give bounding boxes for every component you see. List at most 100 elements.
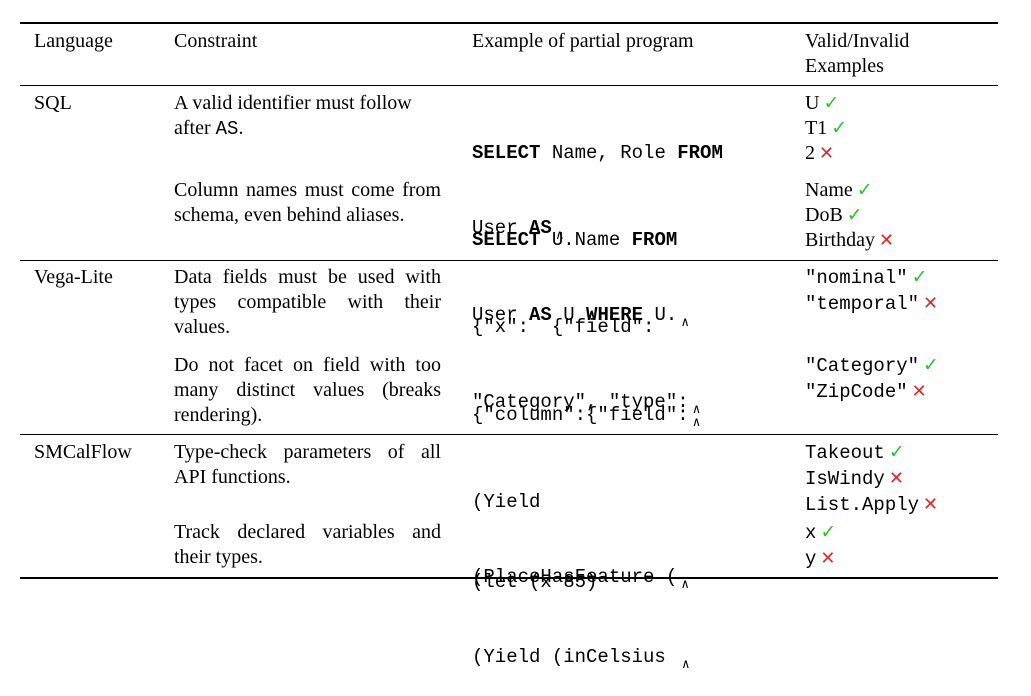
checkmark-icon: ✓: [846, 204, 863, 226]
header-rule: [20, 85, 998, 86]
code-token: Name, Role: [540, 142, 678, 164]
header-valid-line1: Valid/Invalid: [805, 30, 910, 52]
cursor-caret-icon: ∧: [692, 415, 701, 430]
checkmark-icon: ✓: [831, 117, 848, 139]
code-token: User: [472, 304, 530, 326]
example-item: "temporal" ✕: [805, 291, 938, 317]
example-text: DoB: [805, 204, 843, 226]
example-text: "Category": [805, 355, 920, 377]
example-text: Name: [805, 179, 853, 201]
program-line: (Yield: [472, 491, 541, 513]
example-item: y ✕: [805, 546, 836, 572]
code-token: U: [551, 304, 587, 326]
row-rule-vega: [20, 260, 998, 261]
row-rule-smcalflow: [20, 434, 998, 435]
program-line: {"column":{"field": ∧: [472, 403, 701, 430]
program-code: (Yield (PlaceHasFeature (∧: [472, 440, 689, 616]
code-keyword: SELECT: [472, 229, 541, 251]
inline-code: AS: [215, 118, 239, 140]
program-line: (Yield (inCelsius ∧: [472, 645, 690, 672]
program-code: {"column":{"field": ∧: [472, 353, 700, 454]
cross-icon: ✕: [923, 494, 939, 515]
example-list: x ✓ y ✕: [805, 520, 836, 572]
example-text: T1: [805, 117, 828, 139]
example-list: "nominal" ✓ "temporal" ✕: [805, 265, 938, 317]
code-keyword: WHERE: [586, 304, 644, 326]
cross-icon: ✕: [911, 381, 927, 402]
code-token: U.: [643, 304, 678, 326]
checkmark-icon: ✓: [823, 92, 840, 114]
program-line: (PlaceHasFeature (∧: [472, 565, 690, 592]
example-item: Birthday ✕: [805, 228, 894, 253]
cross-icon: ✕: [819, 143, 835, 164]
constraint-text: Data fields must be used with types comp…: [174, 266, 441, 338]
cursor-caret-icon: ∧: [681, 577, 690, 592]
code-keyword: SELECT: [472, 142, 541, 164]
example-item: IsWindy ✕: [805, 466, 938, 492]
example-list: "Category" ✓ "ZipCode" ✕: [805, 353, 939, 405]
example-item: T1 ✓: [805, 116, 847, 141]
checkmark-icon: ✓: [820, 521, 837, 543]
program-line: SELECT U.Name FROM: [472, 228, 689, 253]
constraint-text: Type-check parameters of all API functio…: [174, 441, 441, 488]
program-code: (let (x 85) (Yield (inCelsius ∧: [472, 520, 690, 696]
example-item: Name ✓: [805, 178, 894, 203]
checkmark-icon: ✓: [888, 441, 905, 463]
program-line: (let (x 85): [472, 571, 598, 593]
example-list: U ✓ T1 ✓ 2 ✕: [805, 91, 847, 166]
example-item: U ✓: [805, 91, 847, 116]
cursor-caret-icon: ∧: [681, 657, 690, 672]
code-token: User: [472, 217, 530, 239]
code-keyword: FROM: [631, 229, 678, 251]
program-line: {"x": {"field":: [472, 316, 655, 338]
code-token: "Category", "type":: [472, 391, 689, 413]
example-text: Takeout: [805, 442, 885, 464]
cursor-caret-icon: ∧: [555, 228, 564, 243]
program-line: SELECT Name, Role FROM: [472, 141, 723, 166]
code-keyword: AS: [529, 304, 552, 326]
cross-icon: ✕: [879, 230, 895, 251]
code-token: {"column":{"field":: [472, 404, 689, 426]
cross-icon: ✕: [820, 548, 836, 569]
cursor-caret-icon: ∧: [681, 315, 690, 330]
example-item: "Category" ✓: [805, 353, 939, 379]
header-valid-line2: Examples: [805, 55, 884, 77]
example-item: List.Apply ✕: [805, 492, 938, 518]
checkmark-icon: ✓: [856, 179, 873, 201]
constraint-text: after AS.: [174, 116, 412, 142]
code-keyword: AS: [529, 217, 552, 239]
code-token: (PlaceHasFeature (: [472, 566, 678, 588]
language-smcalflow: SMCalFlow: [34, 441, 132, 463]
language-sql: SQL: [34, 92, 72, 114]
example-text: "temporal": [805, 293, 920, 315]
example-text: Birthday: [805, 229, 875, 251]
example-text: List.Apply: [805, 494, 920, 516]
constraint-text: Do not facet on field with too many dist…: [174, 354, 441, 426]
program-line: User AS U WHERE U. ∧: [472, 303, 690, 330]
example-text: y: [805, 548, 817, 570]
example-item: "nominal" ✓: [805, 265, 938, 291]
code-keyword: FROM: [677, 142, 723, 164]
cross-icon: ✕: [888, 468, 904, 489]
program-code: SELECT U.Name FROM User AS U WHERE U. ∧: [472, 178, 689, 354]
example-item: Takeout ✓: [805, 440, 938, 466]
constraint-text: Track declared variables and their types…: [174, 521, 441, 568]
example-item: 2 ✕: [805, 141, 847, 166]
checkmark-icon: ✓: [923, 354, 939, 376]
program-line: User AS ∧: [472, 216, 723, 243]
code-token: U.Name: [540, 229, 632, 251]
constraint-cell: A valid identifier must follow after AS.: [174, 91, 412, 142]
example-list: Takeout ✓ IsWindy ✕ List.Apply ✕: [805, 440, 938, 518]
program-line: "Category", "type": ∧: [472, 390, 701, 417]
example-text: 2: [805, 142, 815, 164]
example-item: x ✓: [805, 520, 836, 546]
example-item: DoB ✓: [805, 203, 894, 228]
language-vega-lite: Vega-Lite: [34, 266, 113, 288]
cursor-caret-icon: ∧: [692, 402, 701, 417]
program-code: {"x": {"field": "Category", "type": ∧: [472, 265, 700, 441]
code-token: (Yield (inCelsius: [472, 646, 666, 668]
example-text: "nominal": [805, 267, 908, 289]
example-item: "ZipCode" ✕: [805, 379, 939, 405]
top-rule: [20, 22, 998, 24]
example-list: Name ✓ DoB ✓ Birthday ✕: [805, 178, 894, 253]
